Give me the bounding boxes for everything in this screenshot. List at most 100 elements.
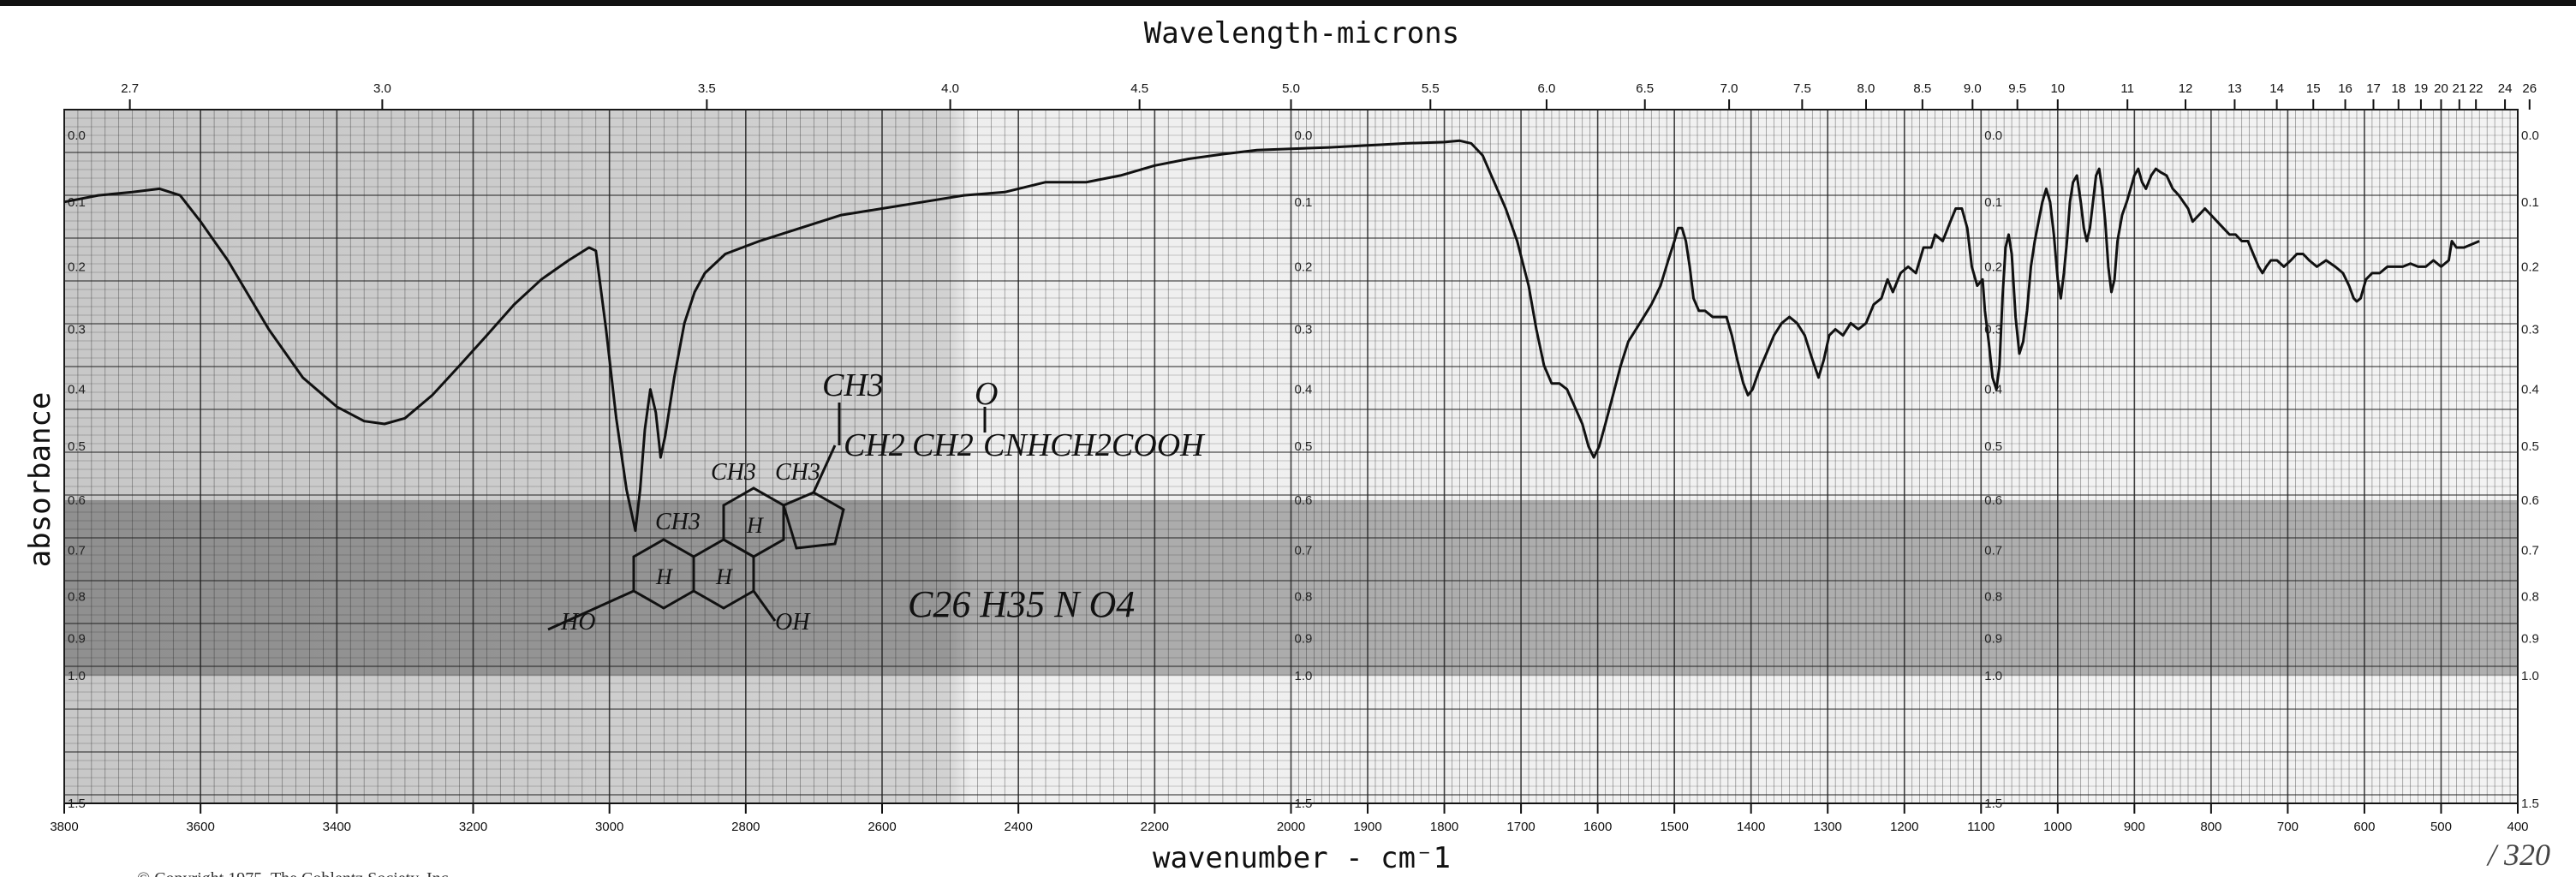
annotation-formula: C26 H35 N O4 bbox=[908, 583, 1135, 625]
bottom-tick-label: 1000 bbox=[2043, 820, 2072, 834]
absorbance-tick-label: 0.9 bbox=[68, 631, 86, 646]
bottom-tick-label: 1900 bbox=[1353, 820, 1381, 834]
absorbance-tick-label: 0.9 bbox=[2521, 631, 2539, 646]
top-tick-label: 13 bbox=[2227, 81, 2242, 96]
bottom-tick-label: 500 bbox=[2430, 820, 2452, 834]
top-tick-label: 5.0 bbox=[1282, 81, 1300, 96]
annotation-ch3-b: CH3 bbox=[775, 459, 820, 486]
absorbance-tick-label: 0.4 bbox=[68, 383, 86, 397]
x-axis-title: wavenumber - cm⁻1 bbox=[1153, 841, 1451, 875]
annotation-ring-h-1: H bbox=[655, 564, 673, 589]
top-tick-label: 8.0 bbox=[1857, 81, 1875, 96]
annotation-ring-h-2: H bbox=[715, 564, 733, 589]
absorbance-tick-label: 0.8 bbox=[1984, 589, 2002, 604]
top-tick-label: 17 bbox=[2366, 81, 2381, 96]
top-tick-label: 4.0 bbox=[941, 81, 959, 96]
top-tick-label: 22 bbox=[2469, 81, 2484, 96]
bottom-tick-label: 2200 bbox=[1141, 820, 1169, 834]
absorbance-tick-label: 0.9 bbox=[1984, 631, 2002, 646]
top-tick-label: 4.5 bbox=[1130, 81, 1148, 96]
absorbance-tick-label: 0.0 bbox=[68, 128, 86, 143]
absorbance-tick-label: 0.0 bbox=[1984, 128, 2002, 143]
y-axis-title: absorbance bbox=[23, 392, 57, 568]
top-tick-label: 6.0 bbox=[1538, 81, 1556, 96]
absorbance-scale: 0.0 0.0 0.0 0.00.1 0.1 0.1 0.10.2 0.2 0.2 0.20.3 0… bbox=[68, 128, 2539, 811]
top-tick-label: 8.5 bbox=[1913, 81, 1931, 96]
series-layer bbox=[63, 139, 2480, 533]
top-tick-label: 7.5 bbox=[1793, 81, 1811, 96]
ring-link-1 bbox=[547, 589, 635, 631]
bottom-tick-label: 3000 bbox=[595, 820, 623, 834]
absorbance-tick-label: 1.5 bbox=[68, 796, 86, 811]
top-tick-label: 20 bbox=[2434, 81, 2448, 96]
absorbance-tick-label: 0.8 bbox=[2521, 589, 2539, 604]
absorbance-tick-label: 0.2 bbox=[68, 260, 86, 274]
absorbance-tick-label: 0.6 bbox=[68, 493, 86, 508]
top-tick-label: 3.5 bbox=[698, 81, 716, 96]
absorbance-tick-label: 0.4 bbox=[1984, 383, 2002, 397]
absorbance-tick-label: 0.5 bbox=[1295, 439, 1313, 454]
absorbance-tick-label: 1.0 bbox=[1295, 669, 1313, 683]
bottom-tick-label: 1300 bbox=[1814, 820, 1842, 834]
top-tick-label: 5.5 bbox=[1422, 81, 1440, 96]
top-border bbox=[0, 0, 2576, 6]
copyright-notice: © Copyright 1975, The Coblentz Society, … bbox=[137, 869, 452, 877]
bottom-tick-label: 2000 bbox=[1277, 820, 1305, 834]
absorbance-tick-label: 0.7 bbox=[1295, 543, 1313, 558]
top-tick-label: 3.0 bbox=[373, 81, 391, 96]
absorbance-tick-label: 1.5 bbox=[1295, 796, 1313, 811]
top-axis-title: Wavelength-microns bbox=[1144, 16, 1459, 51]
top-tick-label: 18 bbox=[2391, 81, 2406, 96]
top-tick-label: 24 bbox=[2498, 81, 2513, 96]
absorbance-tick-label: 0.2 bbox=[2521, 260, 2539, 274]
absorbance-tick-label: 0.7 bbox=[68, 543, 86, 558]
bottom-tick-label: 400 bbox=[2507, 820, 2528, 834]
absorbance-tick-label: 0.4 bbox=[2521, 383, 2539, 397]
bottom-tick-label: 3400 bbox=[323, 820, 351, 834]
bottom-tick-label: 3800 bbox=[50, 820, 78, 834]
annotation-ho: HO bbox=[560, 609, 595, 635]
absorbance-tick-label: 0.0 bbox=[2521, 128, 2539, 143]
bottom-tick-label: 3200 bbox=[459, 820, 487, 834]
absorbance-tick-label: 0.4 bbox=[1295, 383, 1313, 397]
absorbance-tick-label: 0.8 bbox=[1295, 589, 1313, 604]
top-tick-label: 19 bbox=[2414, 81, 2429, 96]
annotation-ch2-1: CH2 bbox=[844, 427, 905, 463]
annotation-ch3-top: CH3 bbox=[822, 367, 884, 403]
top-tick-label: 9.0 bbox=[1964, 81, 1982, 96]
bottom-tick-label: 1200 bbox=[1890, 820, 1918, 834]
bottom-tick-label: 2400 bbox=[1004, 820, 1032, 834]
absorbance-tick-label: 1.5 bbox=[2521, 796, 2539, 811]
bottom-tick-label: 1600 bbox=[1583, 820, 1612, 834]
bottom-tick-label: 1700 bbox=[1506, 820, 1535, 834]
absorbance-tick-label: 0.2 bbox=[1984, 260, 2002, 274]
bottom-tick-label: 1800 bbox=[1430, 820, 1458, 834]
bottom-tick-label: 600 bbox=[2353, 820, 2375, 834]
bottom-tick-label: 1500 bbox=[1660, 820, 1688, 834]
annotation-side-chain: CNHCH2COOH bbox=[983, 427, 1206, 463]
annotation-ch3-a: CH3 bbox=[711, 459, 756, 486]
bottom-tick-label: 3600 bbox=[186, 820, 214, 834]
absorbance-tick-label: 0.5 bbox=[1984, 439, 2002, 454]
bottom-tick-label: 800 bbox=[2200, 820, 2221, 834]
absorbance-tick-label: 0.0 bbox=[1295, 128, 1313, 143]
top-tick-label: 14 bbox=[2269, 81, 2284, 96]
top-tick-label: 2.7 bbox=[121, 81, 139, 96]
absorbance-tick-label: 0.3 bbox=[1295, 322, 1313, 337]
absorbance-tick-label: 1.0 bbox=[2521, 669, 2539, 683]
bottom-tick-label: 900 bbox=[2124, 820, 2145, 834]
absorbance-tick-label: 1.0 bbox=[1984, 669, 2002, 683]
top-tick-label: 26 bbox=[2522, 81, 2537, 96]
absorbance-tick-label: 0.7 bbox=[2521, 543, 2539, 558]
ring-link-2 bbox=[752, 590, 777, 622]
absorbance-tick-label: 0.2 bbox=[1295, 260, 1313, 274]
top-tick-label: 6.5 bbox=[1636, 81, 1654, 96]
absorbance-tick-label: 1.5 bbox=[1984, 796, 2002, 811]
annotation-oh: OH bbox=[775, 609, 811, 635]
top-tick-label: 11 bbox=[2120, 81, 2134, 96]
absorbance-tick-label: 0.5 bbox=[68, 439, 86, 454]
top-tick-label: 7.0 bbox=[1720, 81, 1738, 96]
absorbance-tick-label: 0.1 bbox=[1984, 195, 2002, 210]
absorbance-tick-label: 0.6 bbox=[1295, 493, 1313, 508]
